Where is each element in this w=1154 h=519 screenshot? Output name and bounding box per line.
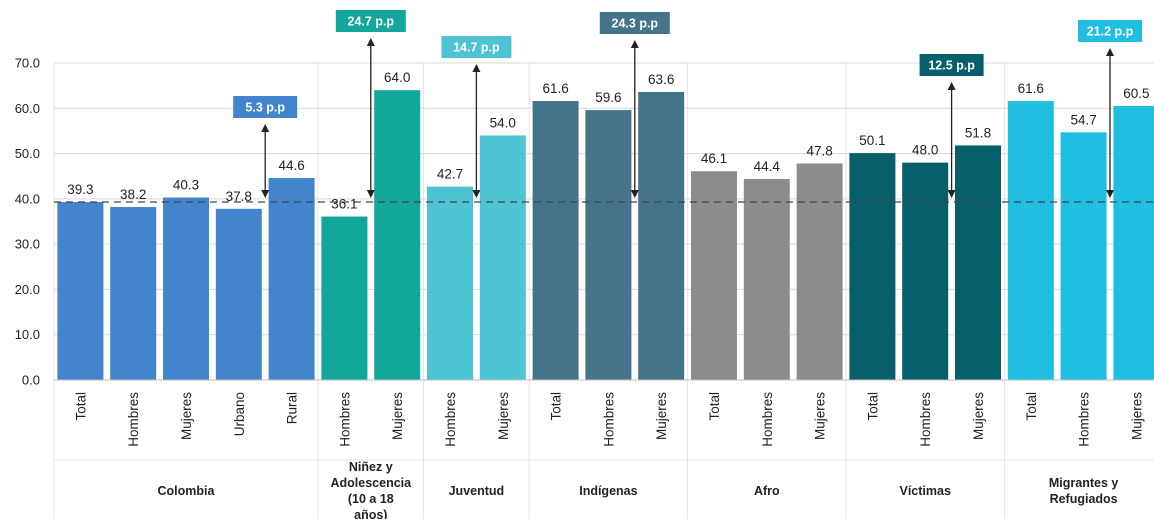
group-label: Niñez y Adolescencia (10 a 18 años) (331, 460, 413, 519)
category-label: Total (1024, 392, 1039, 421)
category-label: Mujeres (813, 392, 828, 440)
bar (849, 153, 896, 380)
bar (955, 145, 1001, 380)
bar (321, 216, 368, 380)
category-label: Total (73, 392, 88, 421)
bar (110, 207, 157, 380)
bar (215, 208, 262, 380)
category-label: Hombres (918, 392, 933, 447)
category-label: Rural (285, 392, 300, 424)
category-label: Total (865, 392, 880, 421)
bar (163, 197, 209, 380)
category-label: Mujeres (390, 392, 405, 440)
bar (743, 178, 790, 380)
bar (1007, 101, 1054, 380)
data-label: 47.8 (806, 144, 832, 159)
category-label: Hombres (443, 392, 458, 447)
group-label: Indígenas (579, 484, 637, 498)
gap-badge (335, 10, 406, 32)
y-tick-label: 50.0 (15, 146, 40, 161)
gap-badge (1078, 20, 1142, 42)
category-label: Urbano (232, 392, 247, 436)
bar (374, 90, 421, 381)
data-label: 44.4 (754, 159, 781, 174)
category-label: Hombres (337, 392, 352, 447)
bar (1060, 132, 1107, 380)
gap-badge (919, 54, 984, 76)
bar (638, 91, 685, 381)
gap-badge (441, 36, 512, 58)
gap-badge (233, 96, 298, 118)
category-label: Hombres (126, 392, 141, 447)
gap-badge-label: 12.5 p.p (928, 59, 975, 73)
gap-badge-label: 14.7 p.p (453, 41, 500, 55)
data-label: 39.3 (67, 182, 93, 197)
category-label: Hombres (1077, 392, 1092, 447)
category-label: Total (707, 392, 722, 421)
category-label: Mujeres (654, 392, 669, 440)
data-label: 46.1 (701, 151, 727, 166)
bar (1113, 106, 1154, 381)
y-tick-label: 30.0 (15, 237, 40, 252)
gap-badge (599, 12, 670, 34)
data-label: 54.7 (1070, 112, 1096, 127)
bar (268, 178, 315, 380)
group-label: Juventud (449, 484, 505, 498)
bar (57, 202, 104, 380)
bar (691, 171, 737, 380)
y-tick-label: 40.0 (15, 191, 40, 206)
gap-badge-label: 24.7 p.p (348, 15, 395, 29)
data-label: 44.6 (278, 158, 304, 173)
category-label: Mujeres (496, 392, 511, 440)
bar (427, 186, 473, 380)
category-label: Total (549, 392, 564, 421)
category-label: Mujeres (971, 392, 986, 440)
data-label: 60.5 (1123, 86, 1149, 101)
category-label: Hombres (760, 392, 775, 447)
group-label: Afro (754, 484, 780, 498)
data-label: 48.0 (912, 143, 938, 158)
y-tick-label: 0.0 (22, 373, 40, 388)
bar (902, 162, 949, 380)
group-label: Víctimas (899, 484, 950, 498)
data-label: 40.3 (173, 177, 199, 192)
category-label: Mujeres (179, 392, 194, 440)
data-label: 50.1 (859, 133, 885, 148)
data-label: 63.6 (648, 72, 674, 87)
y-tick-label: 60.0 (15, 101, 40, 116)
data-label: 37.8 (226, 189, 252, 204)
category-label: Hombres (601, 392, 616, 447)
bar (532, 101, 579, 380)
data-label: 64.0 (384, 70, 410, 85)
bar (796, 163, 843, 380)
group-label: Colombia (158, 484, 216, 498)
y-tick-label: 20.0 (15, 282, 40, 297)
y-tick-label: 10.0 (15, 327, 40, 342)
bar (585, 110, 632, 381)
gap-badge-label: 24.3 p.p (612, 17, 659, 31)
data-label: 36.1 (331, 197, 357, 212)
group-label: Migrantes y Refugiados (1049, 476, 1119, 506)
category-label: Mujeres (1129, 392, 1144, 440)
data-label: 61.6 (1018, 81, 1044, 96)
gap-badge-label: 21.2 p.p (1087, 25, 1134, 39)
gap-badge-label: 5.3 p.p (245, 101, 285, 115)
data-label: 59.6 (595, 90, 621, 105)
data-label: 54.0 (490, 115, 516, 130)
y-tick-label: 70.0 (15, 56, 40, 71)
data-label: 38.2 (120, 187, 146, 202)
data-label: 51.8 (965, 125, 991, 140)
bar (479, 135, 526, 380)
data-label: 42.7 (437, 167, 463, 182)
data-label: 61.6 (542, 81, 568, 96)
